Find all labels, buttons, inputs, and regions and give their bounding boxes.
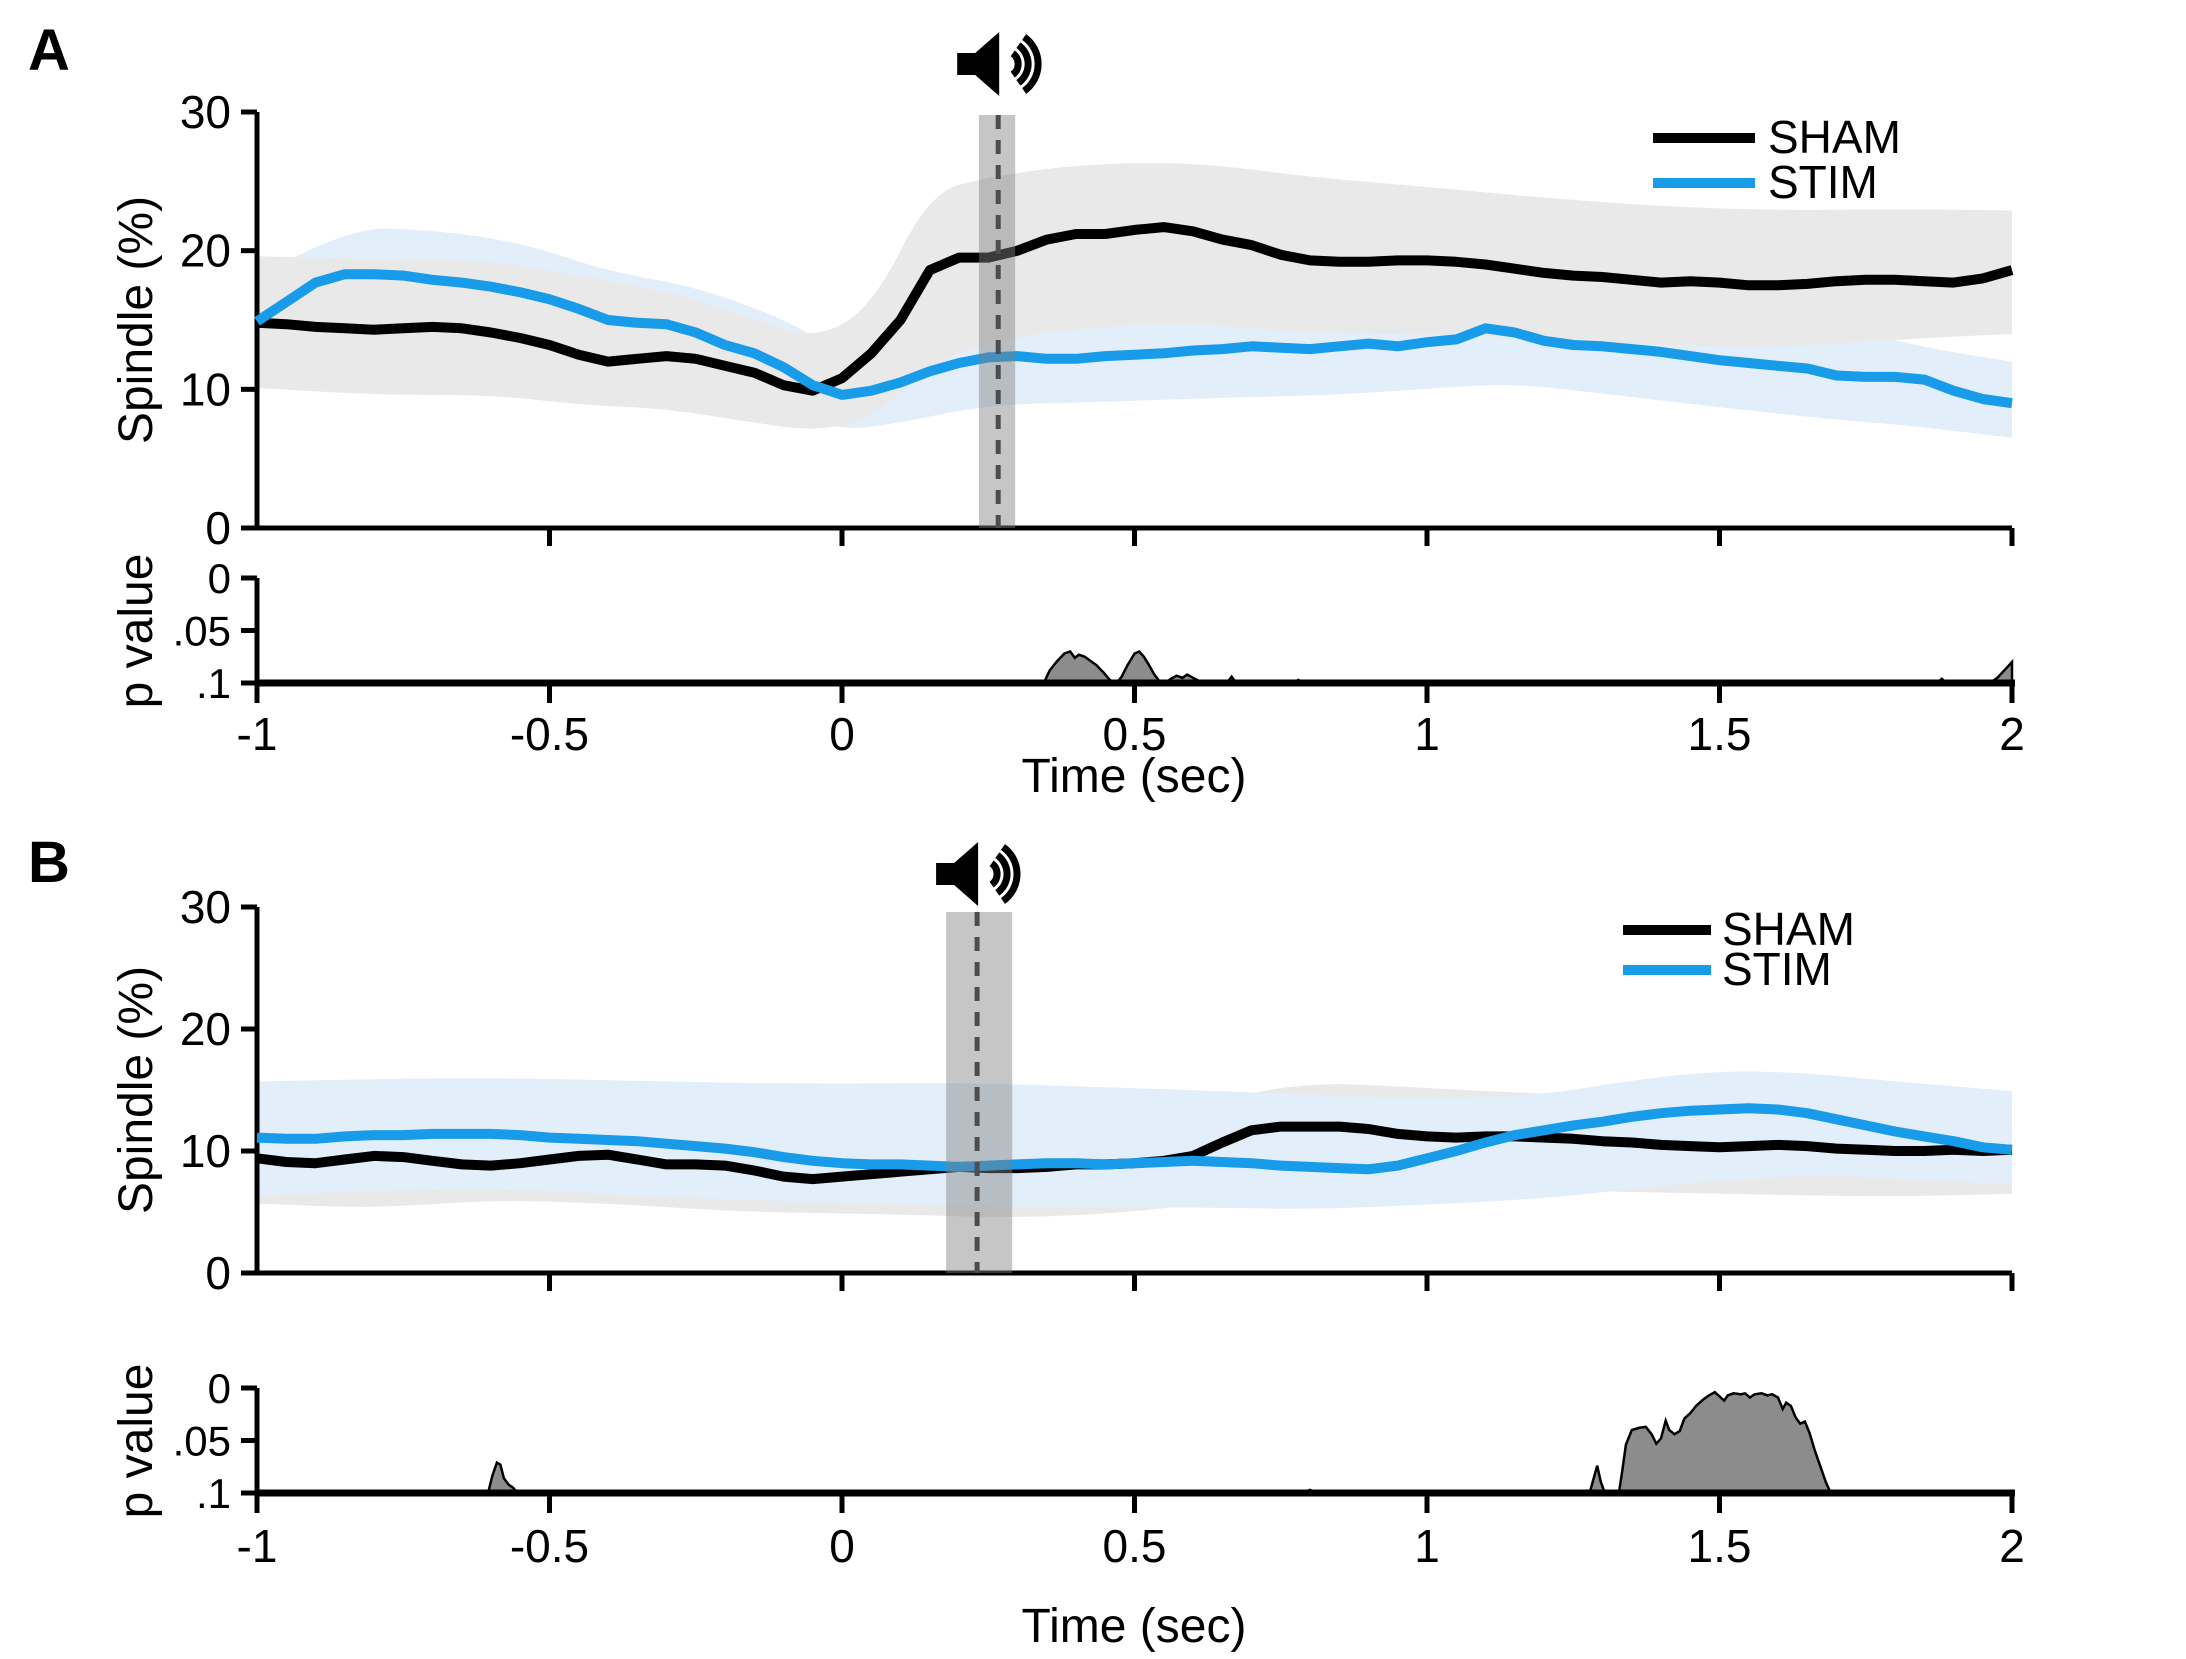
panel-a-legend: SHAM STIM	[1653, 111, 1901, 208]
data-lines	[254, 222, 2014, 409]
p-value-plot: 0 .05 .1-1 -0.5 0 0.5 1 1.5 2	[173, 1365, 2025, 1572]
panel-b-legend: SHAM STIM	[1623, 903, 1855, 995]
time-x-tick-label: 0	[829, 1520, 855, 1572]
stim-line	[254, 269, 2013, 409]
panel-a-y-axis-title: Spindle (%)	[110, 196, 163, 444]
panel-b-p-axis-title: p value	[110, 1364, 163, 1519]
time-x-tick-label: 0.5	[1103, 708, 1167, 760]
legend-stim-label: STIM	[1768, 156, 1878, 208]
spindle-y-tick-label: 0	[205, 502, 231, 554]
time-x-tick-label: -0.5	[510, 708, 589, 760]
p-value-plot: 0 .05 .1-1 -0.5 0 0.5 1 1.5 2	[173, 555, 2025, 760]
speaker-sound-wave	[1021, 34, 1042, 94]
stim-error-band	[257, 1071, 2012, 1209]
speaker-horn	[975, 32, 1000, 96]
p-y-tick-label: .1	[196, 1470, 231, 1517]
time-x-tick-label: 2	[1999, 1520, 2025, 1572]
spindle-y-tick-label: 10	[180, 1125, 231, 1177]
legend-sham-label: SHAM	[1722, 903, 1855, 955]
p-axes	[241, 1385, 2015, 1513]
time-x-tick-label: 1.5	[1688, 708, 1752, 760]
speaker-sound-wave	[1000, 844, 1021, 904]
error-bands	[257, 1071, 2012, 1217]
panel-a-letter: A	[28, 18, 70, 83]
spindle-y-tick-label: 10	[180, 363, 231, 415]
time-x-tick-label: -0.5	[510, 1520, 589, 1572]
legend-stim-swatch	[1623, 965, 1711, 975]
legend-sham-swatch	[1653, 133, 1755, 143]
p-significance-region	[1617, 1390, 1833, 1495]
panel-b-letter: B	[28, 830, 70, 895]
p-y-tick-label: .05	[173, 608, 231, 655]
spindle-y-tick-label: 30	[180, 86, 231, 138]
speaker-sound-wave	[1016, 42, 1032, 86]
time-x-tick-label: -1	[237, 1520, 278, 1572]
p-axes	[241, 575, 2015, 703]
p-y-tick-label: .1	[196, 660, 231, 707]
stim-error-band	[257, 228, 2012, 438]
time-x-tick-label: 1	[1414, 1520, 1440, 1572]
stim-line	[256, 1103, 2013, 1175]
panel-b-x-axis-title: Time (sec)	[1022, 1600, 1247, 1653]
time-x-tick-label: -1	[237, 708, 278, 760]
panel-a: 0 10 20 30 0 .05 .1-1 -0.5 0 0.5 1 1.5 2	[173, 32, 2025, 760]
time-x-tick-label: 2	[1999, 708, 2025, 760]
p-significance-region	[1041, 650, 1118, 685]
time-x-tick-label: 1.5	[1688, 1520, 1752, 1572]
legend-stim-label: STIM	[1722, 943, 1832, 995]
speaker-body	[957, 53, 978, 75]
panel-b: 0 10 20 30 0 .05 .1-1 -0.5 0 0.5 1 1.5 2	[173, 842, 2025, 1572]
spindle-axes	[241, 904, 2015, 1291]
p-y-tick-label: 0	[208, 1365, 231, 1412]
spindle-y-tick-label: 20	[180, 225, 231, 277]
spindle-y-tick-label: 20	[180, 1003, 231, 1055]
legend-stim-swatch	[1653, 178, 1755, 188]
speaker-sound-wave	[1010, 50, 1022, 78]
panel-a-p-axis-title: p value	[110, 554, 163, 709]
spindle-y-tick-label: 30	[180, 881, 231, 933]
time-x-tick-label: 0.5	[1103, 1520, 1167, 1572]
speaker-horn	[954, 842, 979, 906]
p-significance-region	[1114, 649, 1164, 685]
time-x-tick-label: 0	[829, 708, 855, 760]
speaker-sound-wave	[995, 852, 1011, 896]
sound-cue-marker	[978, 115, 1016, 528]
speaker-icon	[957, 32, 1042, 96]
time-x-tick-label: 1	[1414, 708, 1440, 760]
panel-a-x-axis-title: Time (sec)	[1022, 750, 1247, 803]
sham-line	[256, 222, 2014, 396]
panel-b-y-axis-title: Spindle (%)	[110, 966, 163, 1214]
spindle-y-tick-label: 0	[205, 1247, 231, 1299]
speaker-icon	[936, 842, 1021, 906]
legend-sham-label: SHAM	[1768, 111, 1901, 163]
p-y-tick-label: 0	[208, 555, 231, 602]
legend-sham-swatch	[1623, 925, 1711, 935]
data-lines	[256, 1103, 2013, 1185]
p-y-tick-label: .05	[173, 1418, 231, 1465]
speaker-body	[936, 863, 957, 885]
speaker-sound-wave	[989, 860, 1001, 888]
sound-cue-marker	[946, 912, 1013, 1273]
